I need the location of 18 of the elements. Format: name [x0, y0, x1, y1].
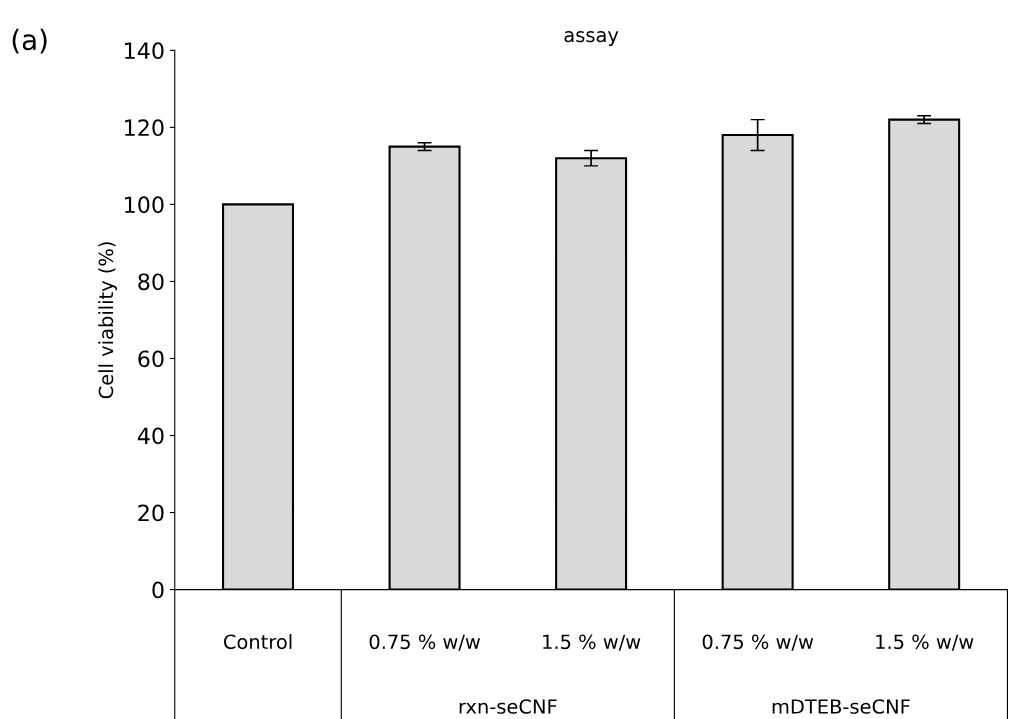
- x-tick-label: 0.75 % w/w: [702, 634, 814, 651]
- x-tick-label: Control: [223, 634, 292, 650]
- y-tick-label: 80: [138, 273, 164, 291]
- y-tick-label: 40: [137, 427, 164, 445]
- chart-title: assay: [564, 31, 619, 47]
- text: mDTEB-seCNF: [772, 699, 910, 714]
- y-tick-label: 20: [138, 504, 164, 522]
- y-tick-label: 0: [152, 581, 164, 599]
- x-tick-label: 1.5 % w/w: [876, 634, 974, 651]
- x-tick-label: 0.75 % w/w: [369, 634, 480, 651]
- text: (a): [12, 28, 47, 54]
- y-tick-label: 60: [138, 350, 164, 368]
- x-tick-label: 1.5 % w/w: [543, 634, 641, 651]
- y-axis-title: Cell viability (%): [98, 242, 118, 399]
- text: rxn-seCNF: [459, 699, 557, 714]
- y-tick-label: 100: [125, 196, 164, 214]
- y-tick-label: 140: [125, 42, 164, 60]
- y-tick-label: 120: [125, 119, 164, 137]
